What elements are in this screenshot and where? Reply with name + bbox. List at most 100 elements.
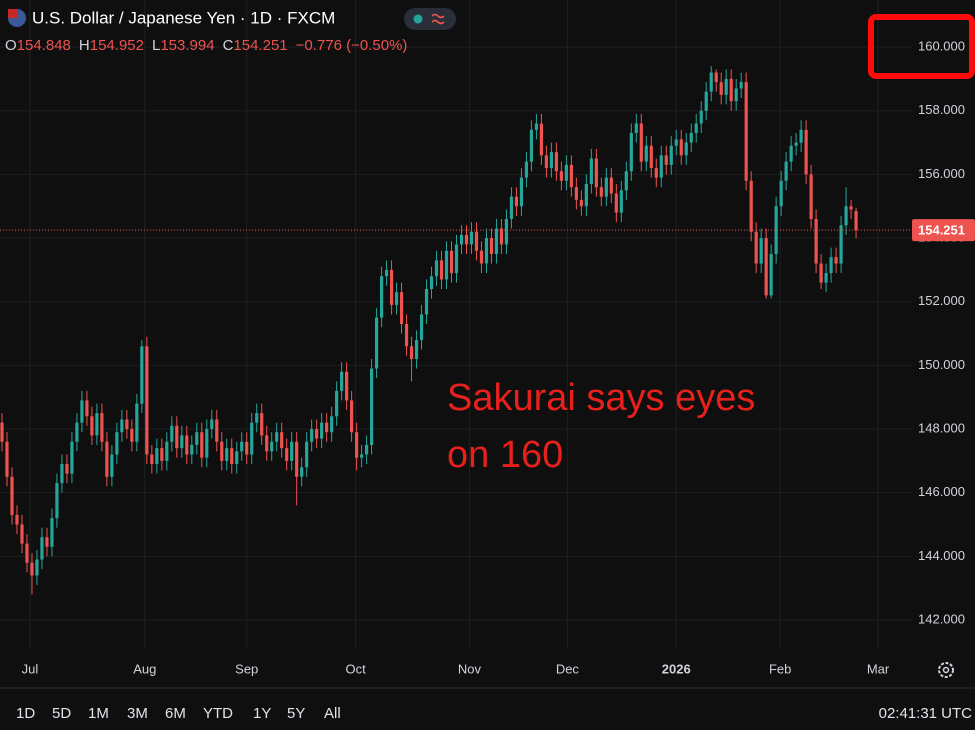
range-button[interactable]: 6M [165, 705, 186, 722]
candle-body [434, 260, 439, 277]
candle-body [265, 435, 269, 452]
candle-body [345, 371, 349, 401]
candle-body [310, 429, 314, 442]
candle-body [369, 368, 374, 445]
range-button[interactable]: 1Y [253, 705, 271, 722]
candle-body [444, 250, 449, 280]
candle-body [699, 110, 703, 124]
candle-body [165, 441, 169, 461]
candle-body [734, 88, 738, 102]
candle-body [120, 419, 124, 433]
candle-body [754, 231, 758, 264]
candle-body [150, 454, 154, 465]
candle-body [45, 537, 49, 547]
last-price-label: 154.251 [918, 223, 965, 238]
candle-body [454, 244, 459, 274]
candle-body [315, 429, 319, 439]
candle-body [609, 177, 613, 194]
range-button[interactable]: 5Y [287, 705, 305, 722]
x-tick-label: Mar [867, 661, 890, 676]
candle-body [100, 413, 104, 442]
candle-body [280, 432, 284, 449]
candle-body [694, 123, 698, 134]
y-tick-label: 150.000 [918, 357, 965, 372]
candle-body [834, 257, 838, 264]
ohlc-label: H [79, 37, 90, 54]
candle-body [50, 518, 54, 547]
candle-body [624, 171, 628, 191]
candle-body [75, 422, 79, 442]
x-tick-label: Oct [345, 661, 366, 676]
candle-body [115, 432, 119, 455]
candle-body [814, 218, 818, 264]
settings-icon[interactable] [938, 662, 954, 678]
candle-body [479, 250, 484, 264]
ohlc-value: 154.952 [90, 37, 144, 54]
range-button[interactable]: 1M [88, 705, 109, 722]
candle-body [744, 82, 748, 181]
ohlc-label: O [5, 37, 17, 54]
y-tick-label: 148.000 [918, 420, 965, 435]
candle-body [619, 190, 623, 213]
candle-body [474, 231, 479, 251]
ohlc-label: C [223, 37, 234, 54]
y-tick-label: 156.000 [918, 166, 965, 181]
candle-body [709, 72, 713, 92]
last-price-tag [912, 219, 975, 242]
candles [0, 66, 858, 595]
candle-body [704, 91, 708, 111]
candle-body [424, 288, 429, 315]
candle-body [514, 196, 519, 207]
x-tick-label: Sep [235, 661, 258, 676]
candle-body [374, 317, 379, 369]
candle-body [539, 123, 544, 156]
candle-body [669, 145, 673, 165]
candle-body [504, 218, 509, 245]
candle-body [759, 238, 763, 264]
candle-body [439, 260, 444, 280]
candle-body [774, 206, 778, 254]
range-button[interactable]: 3M [127, 705, 148, 722]
ohlc-label: L [152, 37, 160, 54]
range-button[interactable]: 1D [16, 705, 35, 722]
candle-body [414, 339, 419, 360]
candle-body [404, 324, 409, 347]
candle-body [584, 183, 588, 207]
candle-body [614, 193, 618, 213]
candle-body [684, 142, 688, 156]
ohlc-value: 153.994 [160, 37, 214, 54]
candle-body [599, 187, 603, 197]
candle-body [35, 559, 39, 576]
range-button[interactable]: All [324, 705, 341, 722]
candle-body [30, 562, 34, 576]
candle-body [459, 234, 464, 245]
candle-body [764, 238, 768, 296]
candle-body [469, 231, 474, 245]
candle-body [569, 164, 573, 188]
candle-body [799, 129, 803, 143]
candle-body [325, 422, 329, 433]
candle-body [384, 269, 389, 277]
candle-body [724, 78, 728, 95]
status-badge[interactable] [404, 8, 456, 30]
ohlc-change: −0.776 (−0.50%) [296, 37, 408, 54]
candle-body [494, 228, 499, 254]
candle-body [429, 276, 434, 289]
candle-body [180, 435, 184, 449]
chart-title: U.S. Dollar / Japanese Yen · 1D · FXCM [32, 8, 335, 27]
candle-body [844, 206, 848, 226]
ohlc-value: 154.848 [17, 37, 71, 54]
candle-body [240, 441, 244, 452]
range-button[interactable]: 5D [52, 705, 71, 722]
candle-body [529, 129, 534, 162]
candle-body [389, 269, 394, 305]
ohlc-readout: O154.848 H154.952 L153.994 C154.251 −0.776 (… [5, 37, 407, 54]
candle-body [335, 390, 339, 417]
candle-body [125, 419, 129, 430]
candle-body [579, 199, 583, 207]
candle-body [589, 158, 593, 184]
candle-body [140, 346, 144, 404]
range-button[interactable]: YTD [203, 705, 233, 722]
candle-body [639, 123, 643, 162]
